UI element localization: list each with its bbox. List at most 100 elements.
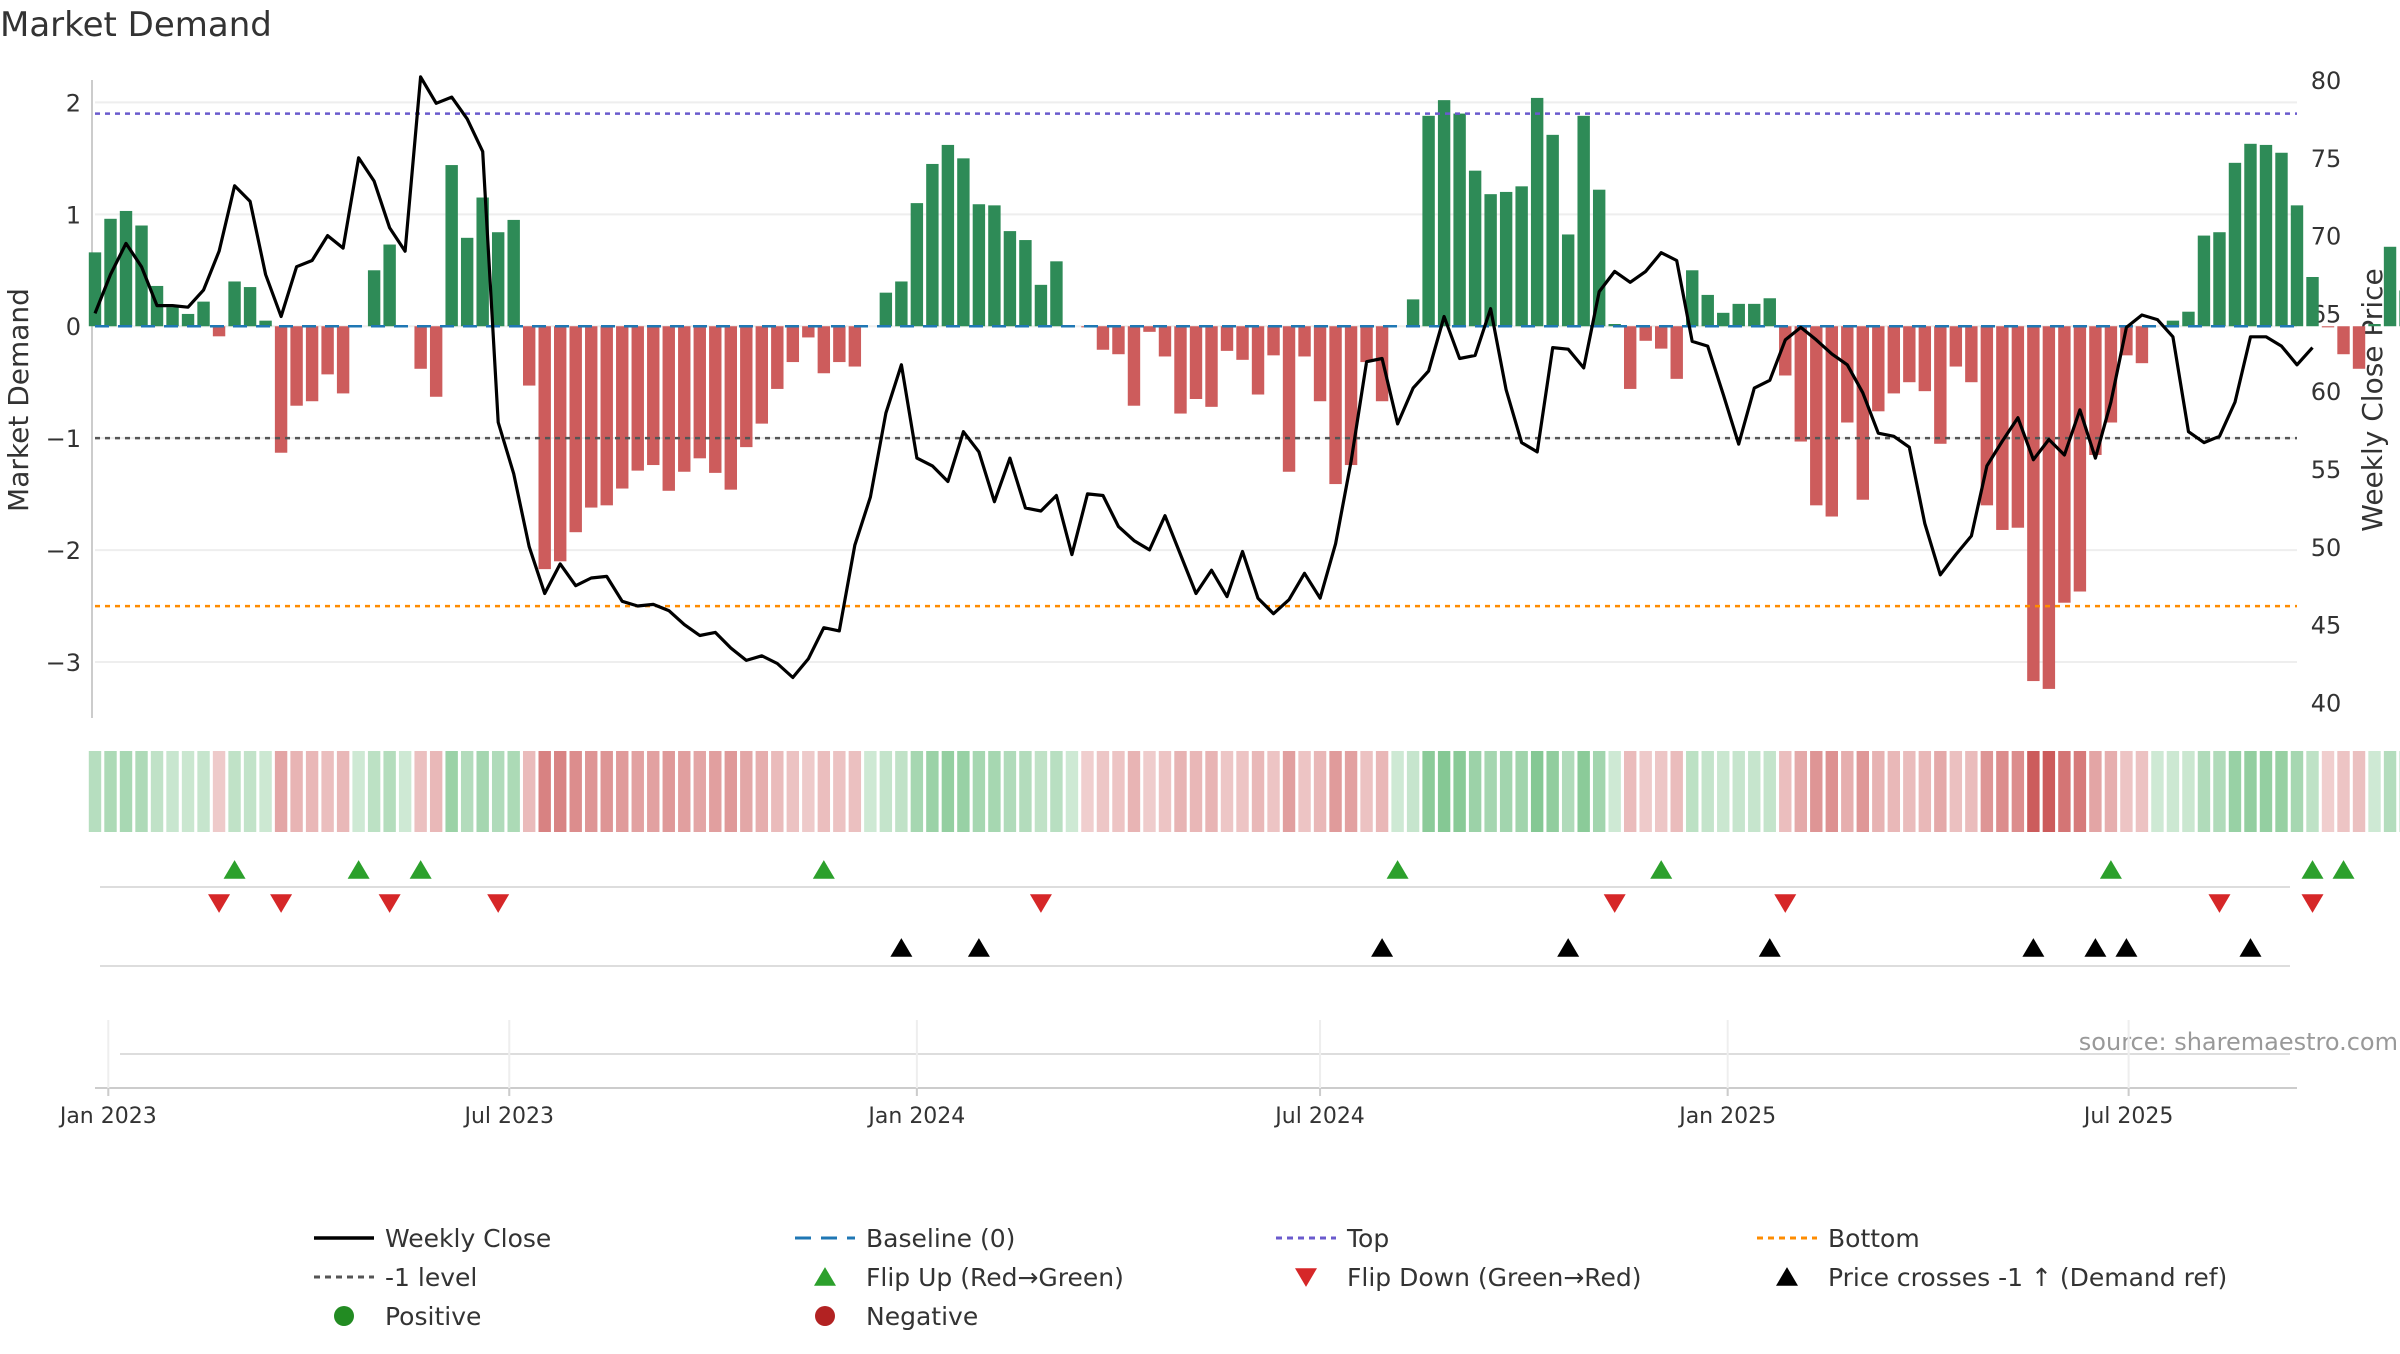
flip-up-marker (2099, 860, 2122, 879)
heat-cell (2290, 751, 2304, 832)
heat-cell (1655, 751, 1668, 832)
heat-cell (1670, 751, 1683, 832)
heat-cell (336, 751, 350, 832)
demand-bar (957, 158, 970, 327)
heat-cell (507, 751, 520, 832)
legend-swatch-marker (1295, 1268, 1317, 1287)
flip-up-marker (409, 860, 432, 879)
heat-cell (538, 751, 551, 832)
source-text: source: sharemaestro.com (2079, 1028, 2398, 1056)
flip-down-marker (2301, 894, 2324, 913)
demand-bar (2197, 235, 2211, 327)
demand-bar (2104, 326, 2118, 423)
heat-cell (1406, 751, 1420, 832)
demand-bar (585, 326, 598, 508)
heat-cell (2135, 751, 2149, 832)
heat-cell (1205, 751, 1218, 832)
price-cross-marker (1557, 938, 1580, 957)
heat-cell (1096, 751, 1110, 832)
x-tick-label: Jul 2025 (2082, 1104, 2174, 1129)
heat-cell (1887, 751, 1901, 832)
heat-cell (1515, 751, 1528, 832)
heat-cell (522, 751, 536, 832)
heat-cell (1189, 751, 1203, 832)
demand-bar (1112, 326, 1125, 355)
heat-cell (104, 751, 117, 832)
heat-cell (2151, 751, 2164, 832)
flip-up-marker (2301, 860, 2324, 879)
heat-cell (119, 751, 133, 832)
flip-down-marker (270, 894, 293, 913)
demand-bar (1158, 326, 1172, 357)
price-cross-marker (1758, 938, 1781, 957)
heat-cell (166, 751, 179, 832)
demand-bar (1019, 240, 1032, 327)
flip-up-marker (223, 860, 246, 879)
heat-cell (1717, 751, 1730, 832)
y-tick-label-left: 2 (66, 89, 81, 117)
heat-cell (802, 751, 815, 832)
heat-cell (1561, 751, 1575, 832)
price-cross-marker (890, 938, 913, 957)
demand-bar (2089, 326, 2102, 455)
heat-cell (181, 751, 195, 832)
heat-cell (1980, 751, 1994, 832)
demand-bar (1794, 326, 1807, 442)
price-cross-marker (2239, 938, 2262, 957)
demand-bar (1329, 326, 1342, 485)
y-axis-label-left: Market Demand (2, 288, 35, 512)
heat-cell (2352, 751, 2366, 832)
demand-bar (1623, 326, 1637, 389)
heat-cell (2321, 751, 2335, 832)
demand-bar (2383, 246, 2397, 327)
heat-cell (1065, 751, 1079, 832)
x-tick-label: Jan 2023 (58, 1104, 157, 1129)
y-axis-label-right: Weekly Close Price (2356, 268, 2389, 531)
heat-cell (554, 751, 567, 832)
demand-bar (616, 326, 629, 489)
heat-cell (1996, 751, 2009, 832)
heat-cell (1003, 751, 1017, 832)
heat-cell (678, 751, 691, 832)
y-tick-label-right: 55 (2311, 456, 2342, 484)
demand-bar (1453, 113, 1466, 327)
x-tick-label: Jan 2025 (1677, 1104, 1776, 1129)
heat-cell (1391, 751, 1404, 832)
heat-cell (910, 751, 924, 832)
heat-cell (771, 751, 784, 832)
demand-bar (2166, 320, 2180, 327)
demand-bar (290, 326, 303, 406)
heat-cell (2259, 751, 2273, 832)
legend-swatch-marker (815, 1306, 835, 1326)
demand-bar (631, 326, 644, 471)
heat-cell (150, 751, 164, 832)
heat-cell (2042, 751, 2056, 832)
demand-bar (460, 237, 474, 327)
heat-cell (398, 751, 412, 832)
heat-cell (2166, 751, 2180, 832)
heat-cell (833, 751, 846, 832)
demand-bar (2321, 326, 2335, 328)
legend-label: Baseline (0) (866, 1224, 1015, 1253)
demand-bar (1344, 326, 1358, 466)
demand-bar (1236, 326, 1249, 360)
demand-bar (1406, 299, 1420, 327)
demand-bar (1841, 326, 1854, 423)
x-tick-label: Jul 2023 (462, 1104, 554, 1129)
heat-cell (88, 751, 102, 832)
demand-bar (367, 270, 381, 327)
demand-bar (1965, 326, 1978, 383)
demand-bar (1282, 326, 1296, 472)
demand-bar (755, 326, 769, 424)
demand-bar (445, 165, 458, 327)
legend-item-bottom: Bottom (1757, 1224, 1920, 1253)
heat-cell (786, 751, 800, 832)
demand-bar (554, 326, 567, 562)
heat-cell (2120, 751, 2133, 832)
heat-cell (1158, 751, 1172, 832)
heat-cell (305, 751, 319, 832)
demand-bar (1174, 326, 1187, 414)
heat-cell (1267, 751, 1280, 832)
demand-bar (2368, 324, 2381, 327)
demand-bar (1825, 326, 1838, 517)
